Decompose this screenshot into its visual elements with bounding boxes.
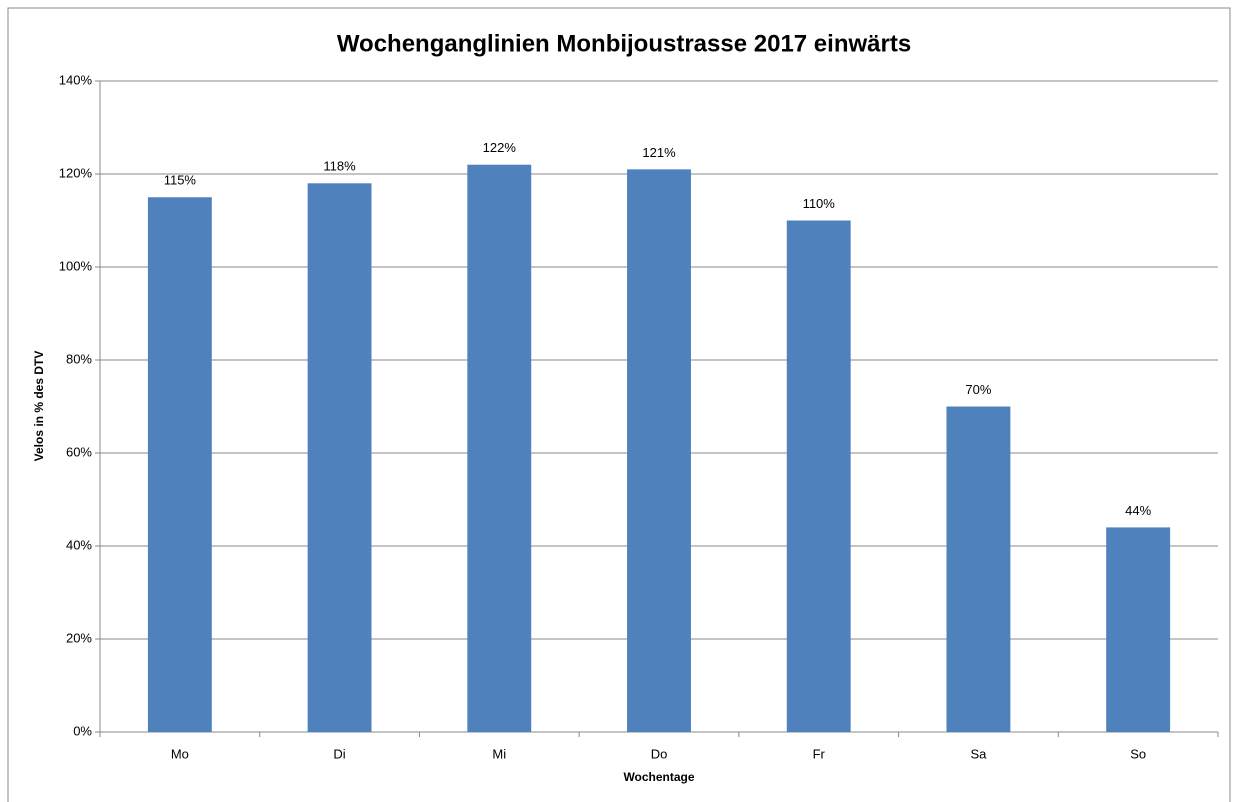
y-tick-label: 120% <box>59 165 93 180</box>
x-axis-title: Wochentage <box>623 770 694 784</box>
value-label: 118% <box>323 159 356 174</box>
x-tick-label: Mi <box>492 746 506 761</box>
x-tick-label: Fr <box>813 746 826 761</box>
bar <box>467 164 532 732</box>
y-tick-label: 60% <box>66 444 92 459</box>
chart-title: Wochenganglinien Monbijoustrasse 2017 ei… <box>337 30 911 57</box>
bar <box>1106 527 1171 732</box>
y-tick-label: 0% <box>73 723 92 738</box>
x-tick-label: Mo <box>171 746 189 761</box>
y-tick-label: 40% <box>66 537 92 552</box>
value-label: 122% <box>483 140 517 155</box>
value-label: 121% <box>642 145 676 160</box>
value-label: 110% <box>803 196 836 211</box>
value-label: 115% <box>164 173 197 188</box>
bar <box>786 220 851 732</box>
bar <box>147 197 212 732</box>
y-tick-label: 80% <box>66 351 92 366</box>
y-tick-label: 20% <box>66 630 92 645</box>
y-tick-label: 140% <box>59 72 93 87</box>
x-tick-label: Do <box>651 746 668 761</box>
bar <box>307 183 372 733</box>
value-label: 70% <box>965 382 991 397</box>
x-tick-label: Sa <box>970 746 987 761</box>
y-axis-title: Velos in % des DTV <box>32 351 46 462</box>
x-tick-label: So <box>1130 746 1146 761</box>
bar <box>627 169 691 733</box>
y-tick-label: 100% <box>59 258 93 273</box>
bar <box>946 406 1011 732</box>
value-label: 44% <box>1125 503 1151 518</box>
x-tick-label: Di <box>333 746 345 761</box>
